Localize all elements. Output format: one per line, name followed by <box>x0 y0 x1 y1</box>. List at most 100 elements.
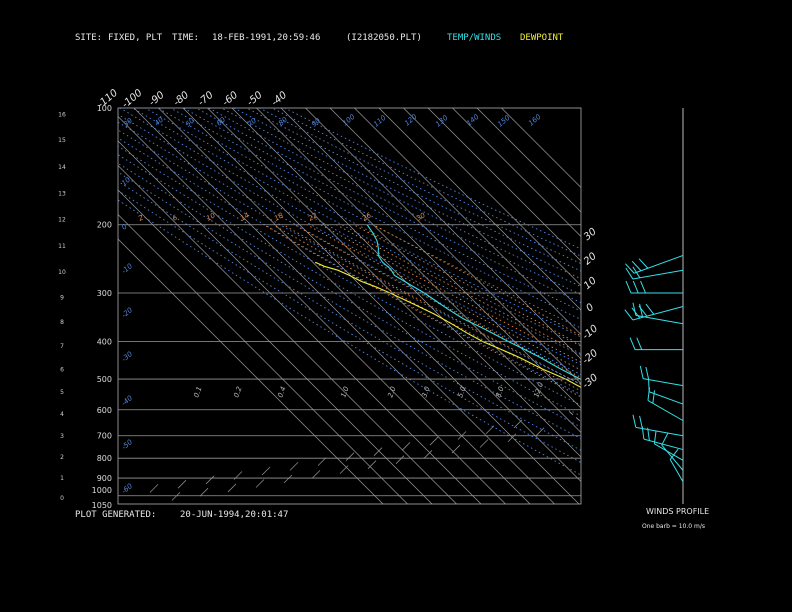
site-value: FIXED, PLT <box>108 33 163 43</box>
dry-adiabat-line <box>119 108 581 356</box>
height-km-tick-label: 4 <box>60 411 64 418</box>
background-tick <box>199 487 209 497</box>
temperature-top-tick-label: -100 <box>120 88 144 111</box>
temperature-right-tick-label: 10 <box>582 275 599 292</box>
height-km-tick-label: 6 <box>60 366 64 373</box>
moist-adiabat-line <box>353 224 581 346</box>
wind-barb-shaft <box>643 378 684 387</box>
wind-barb-shaft <box>635 426 684 437</box>
wind-barb-shaft <box>633 254 684 274</box>
pressure-tick-label: 500 <box>97 375 112 384</box>
wind-barbs-left <box>149 419 545 501</box>
background-tick <box>423 450 433 459</box>
height-km-tick-label: 13 <box>58 190 66 197</box>
dry-adiabat-line <box>118 145 581 406</box>
pressure-tick-label: 900 <box>97 474 112 483</box>
isotherm-line <box>501 108 581 188</box>
mixing-ratio-line <box>644 410 755 504</box>
winds-profile <box>624 108 684 504</box>
mixing-ratio-label: 0.4 <box>276 385 287 398</box>
dry-adiabat-label: -60 <box>120 482 134 496</box>
isotherm-line <box>118 116 506 504</box>
mixing-ratio-line <box>600 410 709 504</box>
background-tick <box>345 452 355 461</box>
wind-barb-flag <box>625 280 632 294</box>
site-label: SITE: <box>75 33 102 43</box>
background-tick <box>429 436 439 446</box>
wind-barb-shaft <box>632 306 684 321</box>
dry-adiabat-line <box>118 129 581 386</box>
wind-barb-flag <box>652 390 656 404</box>
mixing-ratio-label: 3.0 <box>420 385 432 399</box>
background-tick <box>177 479 187 489</box>
dry-adiabat-line <box>118 199 581 476</box>
background-tick <box>171 492 181 501</box>
wind-barb-shaft <box>632 269 684 280</box>
temperature-right-tick-label: -30 <box>581 372 601 391</box>
plot-labels: 1002003004005006007008009001000105016151… <box>58 88 600 510</box>
dry-adiabat-label: 130 <box>434 113 450 128</box>
wind-barb-flag <box>625 267 634 280</box>
plot-border <box>117 107 582 505</box>
mixing-ratio-line <box>583 410 691 504</box>
pressure-tick-label: 200 <box>97 221 112 230</box>
height-km-tick-label: 10 <box>58 269 66 276</box>
temperature-right-tick-label: 0 <box>584 302 596 315</box>
wind-barb-flag <box>624 263 635 274</box>
isotherm-line <box>476 108 581 213</box>
wind-barb-flag <box>645 303 655 315</box>
mixing-ratio-line <box>673 410 786 504</box>
temperature-top-tick-label: -40 <box>270 90 290 109</box>
plot-generated-label: PLOT GENERATED: <box>75 510 156 520</box>
dry-adiabat-line <box>233 108 581 280</box>
dry-adiabat-line <box>221 108 581 288</box>
temperature-trace <box>366 224 581 381</box>
moist-adiabat-line <box>283 224 581 385</box>
mixing-ratio-label: 0.2 <box>232 385 244 399</box>
moist-adiabat-label: 6 <box>171 213 179 222</box>
dry-adiabat-label: 40 <box>153 115 165 127</box>
mixing-ratio-line <box>656 410 768 504</box>
height-km-tick-label: 0 <box>60 495 64 502</box>
plot-frame <box>117 107 582 505</box>
wind-barb-flag <box>639 365 644 379</box>
height-km-tick-label: 11 <box>58 243 66 250</box>
wind-barb-shaft <box>635 314 684 325</box>
dry-adiabat-line <box>157 108 581 329</box>
height-km-tick-label: 8 <box>60 319 64 326</box>
background-tick <box>535 427 545 437</box>
isotherm-line <box>378 108 581 311</box>
isotherm-line <box>207 108 581 482</box>
dry-adiabat-line <box>271 108 581 257</box>
mixing-ratio-line <box>624 410 734 504</box>
dry-adiabat-label: 70 <box>246 116 258 128</box>
height-km-tick-label: 3 <box>60 433 64 440</box>
wind-barb-flag <box>624 309 634 321</box>
height-km-tick-label: 16 <box>58 112 66 119</box>
mixing-ratio-line <box>688 410 792 504</box>
dry-adiabat-line <box>259 108 581 265</box>
mixing-ratio-line <box>721 410 792 504</box>
background-tick <box>317 457 327 466</box>
mixing-ratio-label: 12.0 <box>532 381 545 399</box>
legend-dewpoint: DEWPOINT <box>520 33 564 43</box>
moist-adiabat-label: 22 <box>307 211 319 223</box>
background-tick <box>261 466 271 476</box>
moist-adiabat-label: 26 <box>361 211 373 223</box>
mixing-ratio-line <box>702 410 792 504</box>
dry-adiabat-label: 0 <box>120 222 129 231</box>
isotherm-line <box>118 140 482 504</box>
isotherm-line <box>118 165 457 504</box>
wind-barb-flag <box>629 337 636 350</box>
moist-adiabat-line <box>336 224 581 355</box>
dry-adiabat-label: 90 <box>310 116 322 128</box>
background-tick <box>227 483 237 493</box>
wind-barb-flag <box>638 258 649 269</box>
isotherm-lines <box>118 108 581 504</box>
wind-barb-shaft <box>647 399 684 422</box>
background-tick <box>311 470 321 479</box>
isotherm-line <box>329 108 581 360</box>
moist-adiabat-label: 18 <box>273 211 285 223</box>
isotherm-line <box>305 108 581 384</box>
